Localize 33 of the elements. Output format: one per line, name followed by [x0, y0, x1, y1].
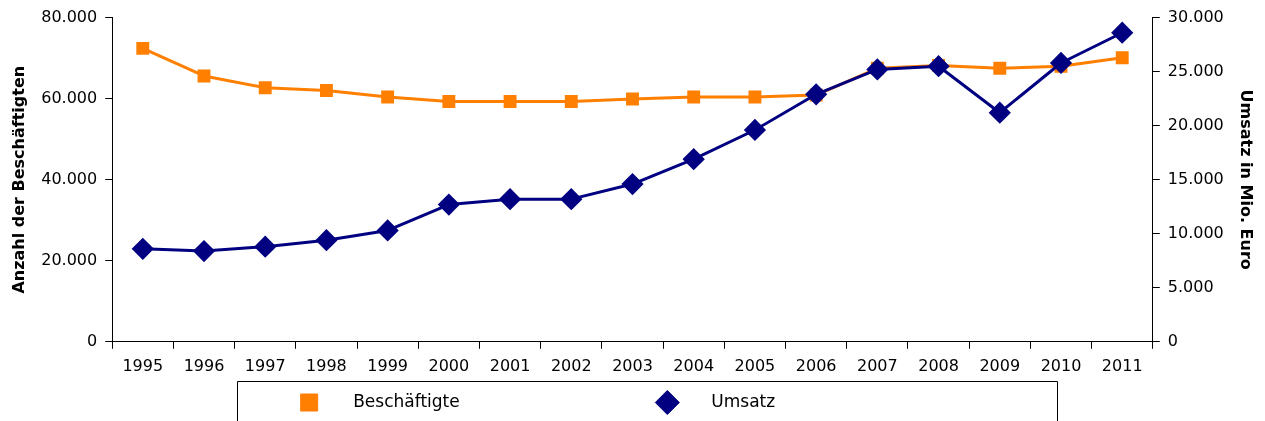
- x-tick-label: 2008: [918, 355, 959, 375]
- y-tick-label: 80.000: [41, 6, 98, 26]
- y2-tick-label: 25.000: [1167, 60, 1224, 80]
- x-tick-label: 1997: [244, 355, 286, 375]
- y-axis-title: Anzahl der Beschäftigten: [8, 65, 28, 294]
- y-tick-label: 40.000: [41, 168, 98, 188]
- x-tick-label: 2004: [673, 355, 715, 375]
- x-tick-label: 1995: [122, 355, 164, 375]
- x-tick-label: 2011: [1101, 355, 1143, 375]
- x-tick-label: 2006: [795, 355, 837, 375]
- x-tick-label: 2007: [857, 355, 898, 375]
- legend-label: Umsatz: [684, 390, 965, 411]
- x-tick-label: 2001: [489, 355, 531, 375]
- x-tick-label: 2009: [979, 355, 1021, 375]
- x-tick-label: 2005: [734, 355, 776, 375]
- y-tick-label: 0: [87, 330, 98, 350]
- x-tick-label: 1999: [367, 355, 408, 375]
- x-tick-label: 2000: [428, 355, 470, 375]
- x-tick-label: 2002: [550, 355, 592, 375]
- x-tick-label: 1998: [306, 355, 347, 375]
- y2-axis-title: Umsatz in Mio. Euro: [1237, 89, 1257, 270]
- y2-tick-label: 15.000: [1167, 168, 1224, 188]
- x-tick-label: 2003: [612, 355, 653, 375]
- x-tick-label: 2010: [1040, 355, 1082, 375]
- y-tick-label: 20.000: [41, 249, 98, 269]
- y-tick-label: 60.000: [41, 87, 98, 107]
- x-tick-label: 1996: [183, 355, 225, 375]
- y2-tick-label: 5.000: [1167, 276, 1214, 296]
- y2-tick-label: 20.000: [1167, 114, 1224, 134]
- y2-tick-label: 10.000: [1167, 222, 1224, 242]
- legend-label: Beschäftigte: [326, 390, 649, 411]
- y2-tick-label: 0: [1167, 330, 1178, 350]
- y2-tick-label: 30.000: [1167, 6, 1224, 26]
